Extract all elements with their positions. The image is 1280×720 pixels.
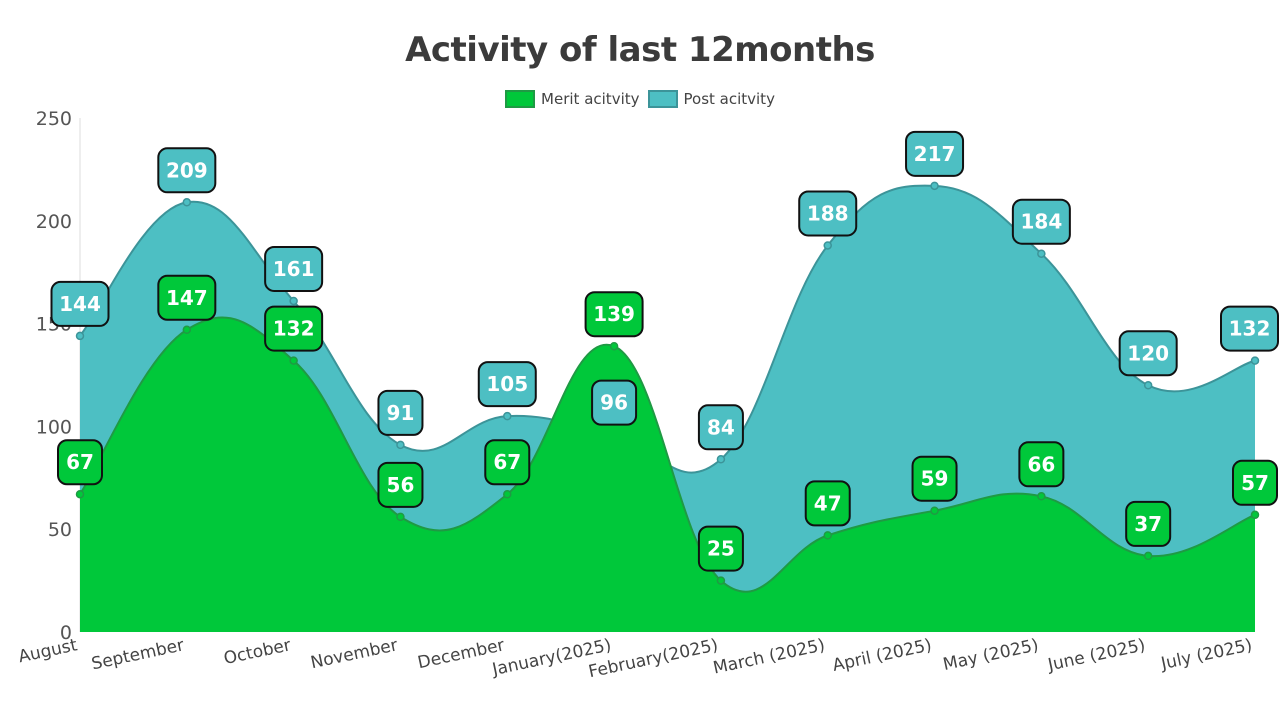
data-label-box: [911, 455, 958, 502]
x-tick-label: July (2025): [1158, 635, 1254, 674]
data-label: 188: [807, 201, 849, 225]
data-label: 96: [600, 391, 628, 415]
data-label: 132: [273, 317, 315, 341]
legend-label-merit: Merit acitvity: [541, 90, 640, 108]
y-tick-label: 100: [36, 416, 72, 438]
data-label: 59: [921, 467, 949, 491]
data-label-box: [377, 389, 424, 436]
legend-swatch-post: [647, 90, 678, 108]
data-point: [1250, 510, 1260, 520]
x-tick-label: November: [309, 635, 400, 673]
data-point: [1143, 381, 1153, 390]
data-label-box: [264, 245, 324, 292]
series-area-1: [80, 317, 1255, 632]
data-point: [503, 489, 512, 499]
legend: Merit acitvity Post acitvity: [0, 90, 1280, 108]
data-label: 184: [1020, 210, 1062, 234]
data-label-box: [264, 305, 324, 352]
data-point: [823, 241, 832, 250]
data-label: 91: [387, 401, 415, 425]
data-label-box: [1011, 198, 1071, 245]
data-label-box: [57, 439, 103, 486]
data-label-box: [484, 439, 531, 486]
legend-item-post[interactable]: Post acitvity: [647, 90, 775, 108]
data-point: [716, 576, 726, 585]
x-tick-label: October: [222, 635, 293, 669]
data-label: 105: [486, 372, 528, 396]
data-label: 139: [593, 302, 635, 326]
x-tick-label: May (2025): [941, 635, 1040, 675]
data-point: [823, 531, 832, 540]
legend-item-merit[interactable]: Merit acitvity: [505, 90, 640, 108]
y-tick-label: 250: [36, 108, 72, 130]
data-point: [289, 356, 298, 365]
x-tick-label: September: [90, 635, 186, 674]
data-label-box: [697, 404, 744, 451]
legend-label-post: Post acitvity: [683, 90, 775, 108]
x-tick-label: March (2025): [711, 635, 826, 678]
data-label-box: [697, 525, 744, 572]
data-label: 67: [493, 450, 521, 474]
chart-title: Activity of last 12months: [405, 30, 875, 70]
data-point: [182, 198, 192, 207]
data-point: [609, 341, 619, 351]
data-point: [1037, 249, 1046, 258]
data-point: [1250, 356, 1260, 365]
data-label: 147: [166, 286, 208, 310]
data-label: 37: [1134, 512, 1162, 536]
data-label: 47: [814, 491, 842, 515]
data-label-box: [157, 274, 217, 321]
data-label-box: [905, 130, 965, 177]
legend-swatch-merit: [505, 90, 536, 108]
data-label-box: [804, 480, 851, 527]
y-tick-label: 50: [48, 519, 72, 541]
data-point: [503, 411, 512, 421]
data-label-box: [1232, 459, 1278, 506]
data-label-box: [584, 291, 644, 338]
data-label-box: [157, 147, 217, 194]
data-point: [396, 440, 405, 450]
data-label: 144: [59, 292, 101, 316]
data-point: [75, 331, 85, 341]
x-tick-label: April (2025): [831, 635, 934, 676]
data-label-box: [1220, 305, 1279, 352]
data-label-box: [1018, 441, 1065, 488]
data-label: 56: [387, 473, 415, 497]
x-tick-label: June (2025): [1045, 635, 1147, 675]
data-point: [930, 181, 939, 191]
data-point: [182, 325, 192, 335]
data-label-box: [477, 361, 537, 408]
data-point: [1143, 551, 1153, 561]
data-point: [1037, 492, 1046, 501]
data-label: 217: [914, 142, 956, 166]
data-label-box: [798, 190, 858, 237]
data-point: [716, 455, 726, 464]
data-point: [396, 512, 405, 522]
data-label: 84: [707, 415, 735, 439]
y-tick-label: 0: [60, 622, 72, 644]
data-label: 209: [166, 158, 208, 182]
data-point: [930, 506, 939, 515]
data-label-box: [1118, 330, 1178, 377]
data-label-box: [1125, 500, 1172, 547]
data-label-box: [50, 280, 110, 327]
data-point: [289, 296, 298, 306]
x-tick-label: August: [17, 635, 80, 667]
data-label: 120: [1127, 341, 1169, 365]
data-label: 67: [66, 450, 94, 474]
data-label: 161: [273, 257, 315, 281]
data-label: 66: [1027, 452, 1055, 476]
data-point: [75, 489, 85, 499]
data-label-box: [591, 379, 638, 426]
data-label-box: [377, 461, 424, 508]
data-label: 57: [1241, 471, 1269, 495]
y-tick-label: 200: [36, 211, 72, 233]
data-label: 25: [707, 537, 735, 561]
data-label: 132: [1229, 317, 1271, 341]
